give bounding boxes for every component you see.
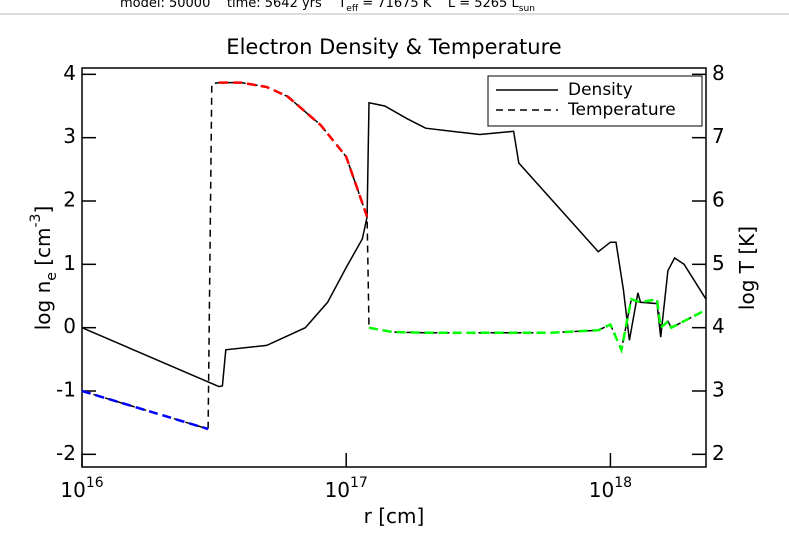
y2-tick-label: 3 — [712, 378, 725, 402]
x-tick-base: 10 — [60, 478, 85, 502]
x-tick-label: 1018 — [589, 475, 632, 502]
x-tick-exponent: 16 — [86, 475, 104, 491]
x-tick-exponent: 17 — [350, 475, 368, 491]
y-tick-label: 3 — [63, 124, 76, 148]
x-tick-label: 1016 — [60, 475, 103, 502]
chart-title: Electron Density & Temperature — [226, 35, 561, 59]
text-segment: sun — [519, 4, 535, 14]
y2-tick-label: 6 — [712, 188, 725, 212]
series-line — [81, 101, 707, 388]
text-segment: [cm — [31, 227, 55, 272]
colored-segment — [81, 389, 209, 431]
colored-segment — [219, 81, 369, 218]
text-segment: -3 — [28, 214, 44, 228]
series-line — [81, 81, 707, 431]
y-tick-label: 4 — [63, 61, 76, 85]
text-segment: r [cm] — [364, 504, 425, 528]
x-tick-label: 1017 — [325, 475, 368, 502]
x-tick-base: 10 — [589, 478, 614, 502]
text-segment: = 71675 K L = 5265 L — [358, 0, 519, 11]
text-segment: log T [K] — [735, 226, 759, 310]
y2-tick-label: 7 — [712, 124, 725, 148]
y-axis-label: log ne [cm-3] — [28, 206, 60, 331]
legend-box — [487, 75, 703, 127]
y2-axis-label: log T [K] — [735, 226, 759, 310]
legend-label: Temperature — [567, 100, 676, 120]
x-tick-exponent: 18 — [614, 475, 632, 491]
text-segment: model: 50000 time: 5642 yrs T — [120, 0, 346, 11]
y2-tick-label: 8 — [712, 61, 725, 85]
header: model: 50000 time: 5642 yrs Teff = 71675… — [120, 0, 535, 14]
y-tick-label: -1 — [56, 378, 76, 402]
text-segment: log n — [31, 281, 55, 331]
y-tick-label: 0 — [63, 314, 76, 338]
y2-tick-label: 4 — [712, 314, 725, 338]
text-segment: eff — [346, 4, 359, 14]
y-tick-label: 1 — [63, 251, 76, 275]
y-tick-label: 2 — [63, 188, 76, 212]
colored-segment — [368, 297, 707, 354]
y2-tick-label: 5 — [712, 251, 725, 275]
text-segment: ] — [31, 206, 55, 214]
x-axis-label: r [cm] — [364, 504, 425, 528]
plot-frame — [81, 67, 707, 468]
text-segment: e — [44, 272, 60, 281]
x-tick-base: 10 — [325, 478, 350, 502]
y-tick-label: -2 — [56, 441, 76, 465]
y2-tick-label: 2 — [712, 441, 725, 465]
legend-label: Density — [568, 80, 633, 100]
